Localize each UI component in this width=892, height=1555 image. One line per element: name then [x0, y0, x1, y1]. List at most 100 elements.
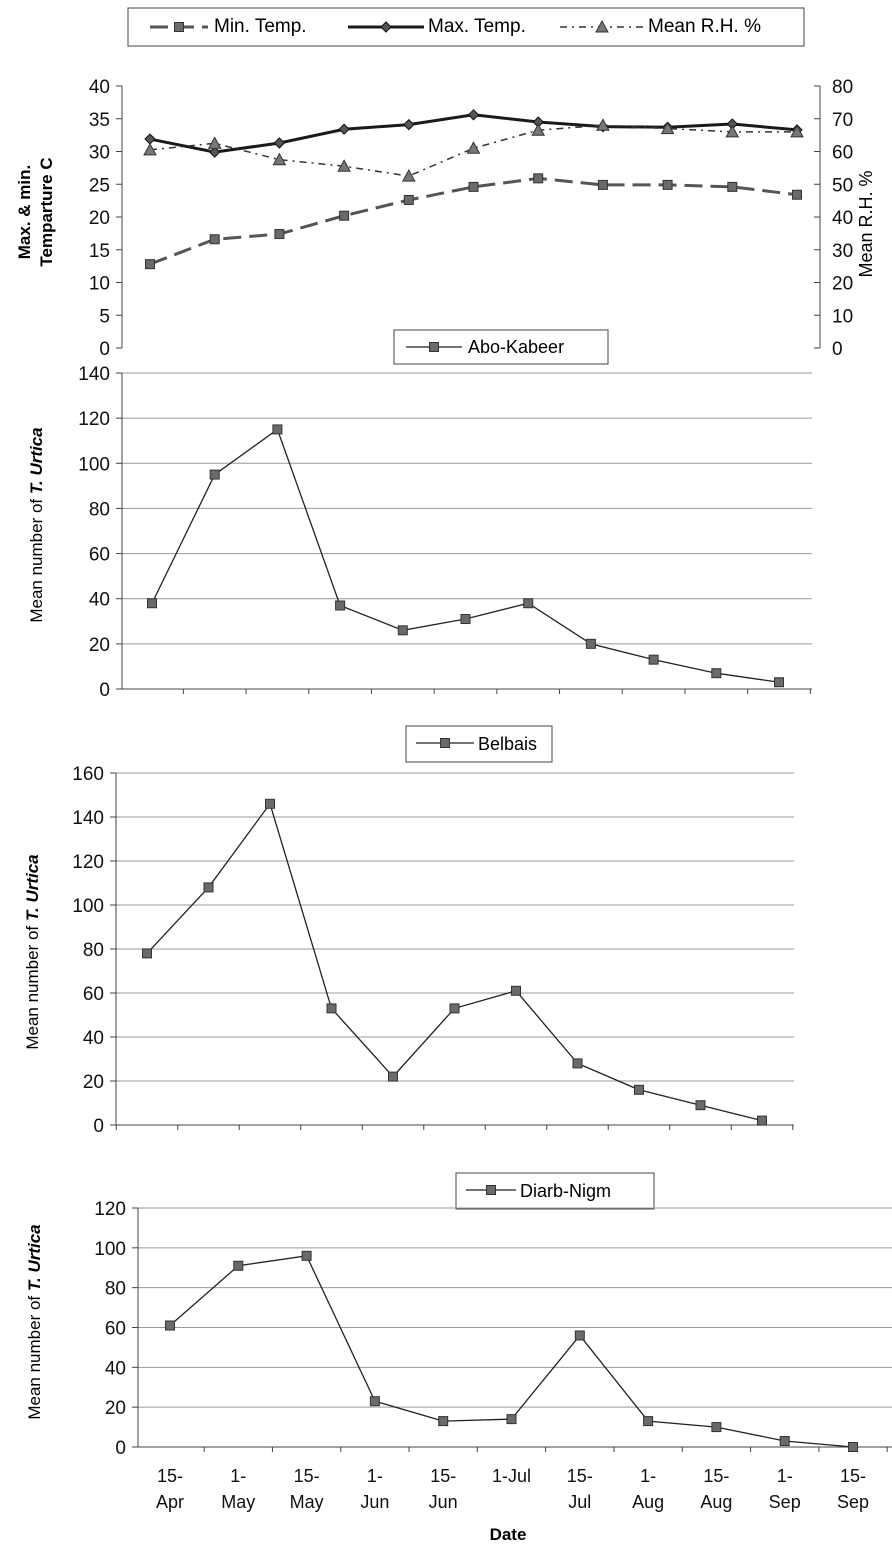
x-tick-label: Jun	[360, 1492, 389, 1512]
x-tick-label: Sep	[769, 1492, 801, 1512]
x-tick-label: Aug	[700, 1492, 732, 1512]
point-diarb-nigm-1-may	[233, 1260, 244, 1271]
point-belbais-15-apr	[142, 948, 152, 959]
plots: 0 5 10 15 20 25 30 35 40 0 10 20 30 40 50 60 70 80 0 20 40 60…	[72, 77, 892, 1512]
point-mean-rh-15-jul	[531, 123, 546, 136]
point-mean-rh-15-aug	[660, 121, 675, 135]
point-max-temp-1-jul	[467, 109, 480, 121]
series-min-temp-line	[149, 176, 798, 266]
diarb-nigm-legend: Diarb-Nigm	[455, 1172, 655, 1210]
x-tick-label: 15-	[840, 1466, 866, 1486]
point-max-temp-15-may	[273, 137, 286, 149]
climate-left-tick-label: 20	[89, 208, 110, 229]
legend-sample-marker	[380, 21, 392, 33]
point-mean-rh-15-sep	[790, 124, 804, 138]
point-belbais-15-sep	[757, 1115, 767, 1126]
point-abo-kabeer-15-jul	[523, 598, 534, 609]
diarb-nigm-y-tick-label: 100	[94, 1239, 126, 1260]
x-tick-label: 15-	[567, 1466, 593, 1486]
point-diarb-nigm-1-aug	[643, 1416, 654, 1427]
x-tick-label: 1-	[367, 1466, 383, 1486]
climate-right-tick-label: 60	[832, 143, 853, 164]
legend-sample-marker	[440, 738, 450, 748]
series-mean-rh	[143, 118, 804, 182]
x-tick-label: May	[290, 1492, 324, 1512]
climate-left-tick-label: 10	[89, 274, 110, 295]
point-diarb-nigm-15-sep	[848, 1442, 858, 1452]
climate-left-tick-label: 40	[89, 77, 110, 98]
climate-left-tick-label: 30	[89, 143, 110, 164]
point-diarb-nigm-1-jun	[369, 1396, 380, 1407]
x-tick-label: 1-	[777, 1466, 793, 1486]
belbais-y-tick-label: 100	[72, 896, 104, 917]
point-min-temp-1-may	[209, 234, 220, 245]
climate-right-tick-label: 0	[832, 339, 843, 360]
abo-kabeer-y-tick-label: 120	[78, 409, 110, 430]
abo-kabeer-legend: Abo-Kabeer	[393, 329, 609, 365]
legend-min-temp	[150, 22, 208, 32]
diarb-nigm-y-tick-label: 60	[105, 1319, 126, 1340]
point-mean-rh-1-aug	[596, 118, 610, 131]
climate-left-tick-label: 35	[89, 110, 110, 131]
belbais-y-tick-label: 80	[83, 940, 104, 961]
climate-right-tick-label: 10	[832, 306, 853, 327]
climate-chart: 0 5 10 15 20 25 30 35 40 0 10 20 30 40 50 60 70 80	[89, 77, 853, 360]
climate-y2label: Mean R.H. %	[856, 170, 876, 277]
point-diarb-nigm-1-jul	[506, 1414, 517, 1425]
legend-sample-marker	[486, 1185, 496, 1195]
abo-kabeer-y-tick-label: 40	[89, 590, 110, 611]
diarb-nigm-y-tick-label: 40	[105, 1358, 126, 1379]
belbais-ylabel: Mean number of T. Urtica	[23, 854, 42, 1049]
climate-right-tick-label: 40	[832, 208, 853, 229]
belbais-y-tick-label: 160	[72, 764, 104, 785]
x-tick-label: Apr	[156, 1492, 184, 1512]
climate-right-tick-label: 70	[832, 110, 853, 131]
point-abo-kabeer-1-jun	[335, 600, 346, 611]
climate-right-tick-label: 50	[832, 175, 853, 196]
point-diarb-nigm-1-sep	[779, 1436, 790, 1447]
x-tick-label: May	[221, 1492, 255, 1512]
abo-kabeer-y-tick-label: 80	[89, 499, 110, 520]
point-min-temp-1-jun	[339, 210, 350, 221]
point-max-temp-1-may	[208, 146, 221, 158]
point-diarb-nigm-15-aug	[711, 1422, 722, 1433]
point-abo-kabeer-15-sep	[774, 677, 784, 688]
point-min-temp-1-aug	[597, 179, 608, 190]
point-abo-kabeer-15-may	[272, 424, 283, 435]
legend-sample-marker	[429, 342, 439, 352]
climate-left-tick-label: 0	[99, 339, 110, 360]
belbais-series-line	[146, 802, 763, 1122]
x-tick-label: Sep	[837, 1492, 869, 1512]
diarb-nigm-y-tick-label: 20	[105, 1398, 126, 1419]
diarb-nigm-y-tick-label: 80	[105, 1279, 126, 1300]
point-min-temp-15-apr	[145, 259, 155, 270]
point-min-temp-15-sep	[792, 189, 802, 200]
belbais-y-tick-label: 60	[83, 984, 104, 1005]
point-min-temp-15-jul	[533, 173, 544, 184]
point-max-temp-1-jun	[338, 123, 350, 135]
abo-kabeer-y-tick-label: 0	[99, 680, 110, 701]
point-abo-kabeer-1-jul	[460, 614, 471, 625]
x-axis-title: Date	[490, 1525, 527, 1544]
belbais-y-tick-label: 140	[72, 808, 104, 829]
point-abo-kabeer-15-apr	[147, 598, 157, 609]
point-belbais-15-jun	[388, 1071, 398, 1082]
point-mean-rh-1-may	[207, 136, 222, 149]
abo-kabeer-legend-label: Abo-Kabeer	[468, 337, 564, 357]
climate-legend: Min. Temp. Max. Temp. Mean R.H. %	[127, 7, 805, 47]
point-belbais-1-may	[203, 882, 214, 893]
point-min-temp-1-sep	[727, 181, 738, 192]
legend-max-temp	[348, 21, 424, 33]
point-mean-rh-1-jun	[337, 159, 351, 172]
legend-mean-rh	[560, 19, 644, 33]
x-tick-label: 15-	[294, 1466, 320, 1486]
x-tick-label: 15-	[157, 1466, 183, 1486]
point-abo-kabeer-1-sep	[711, 668, 722, 679]
climate-right-tick-label: 30	[832, 241, 853, 262]
belbais-legend-label: Belbais	[478, 734, 537, 754]
abo-kabeer-y-tick-label: 60	[89, 545, 110, 566]
point-abo-kabeer-15-aug	[648, 654, 659, 665]
series-min-temp	[145, 173, 802, 270]
